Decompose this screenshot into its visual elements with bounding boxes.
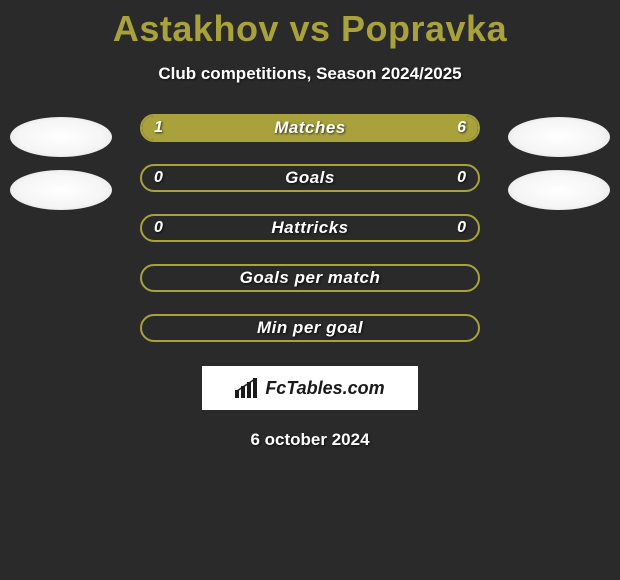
stat-row: Hattricks0 0 (0, 214, 620, 242)
stat-bar: Matches1 6 (140, 114, 480, 142)
brand-badge: FcTables.com (202, 366, 418, 410)
page-subtitle: Club competitions, Season 2024/2025 (0, 64, 620, 84)
page-title: Astakhov vs Popravka (0, 0, 620, 50)
brand-chart-icon (235, 378, 261, 398)
stat-value-left: 0 (154, 216, 163, 240)
stat-label: Hattricks (142, 216, 478, 240)
team-left-avatar (10, 170, 112, 210)
stat-value-right: 6 (457, 116, 466, 140)
player-right-avatar (508, 117, 610, 157)
stat-row: Min per goal (0, 314, 620, 342)
stat-bar: Hattricks0 0 (140, 214, 480, 242)
stat-value-left: 0 (154, 166, 163, 190)
brand-name: FcTables.com (265, 378, 384, 399)
stat-row: Goals per match (0, 264, 620, 292)
stat-value-right: 0 (457, 166, 466, 190)
footer-date: 6 october 2024 (250, 430, 369, 450)
stats-container: Matches16Goals00Hattricks00Goals per mat… (0, 114, 620, 450)
stat-label: Matches (142, 116, 478, 140)
stat-value-left: 1 (154, 116, 163, 140)
stat-label: Goals per match (142, 266, 478, 290)
stat-label: Goals (142, 166, 478, 190)
player-left-avatar (10, 117, 112, 157)
team-right-avatar (508, 170, 610, 210)
stat-bar: Goals per match (140, 264, 480, 292)
stat-bar: Goals0 0 (140, 164, 480, 192)
stat-label: Min per goal (142, 316, 478, 340)
stat-bar: Min per goal (140, 314, 480, 342)
stat-value-right: 0 (457, 216, 466, 240)
